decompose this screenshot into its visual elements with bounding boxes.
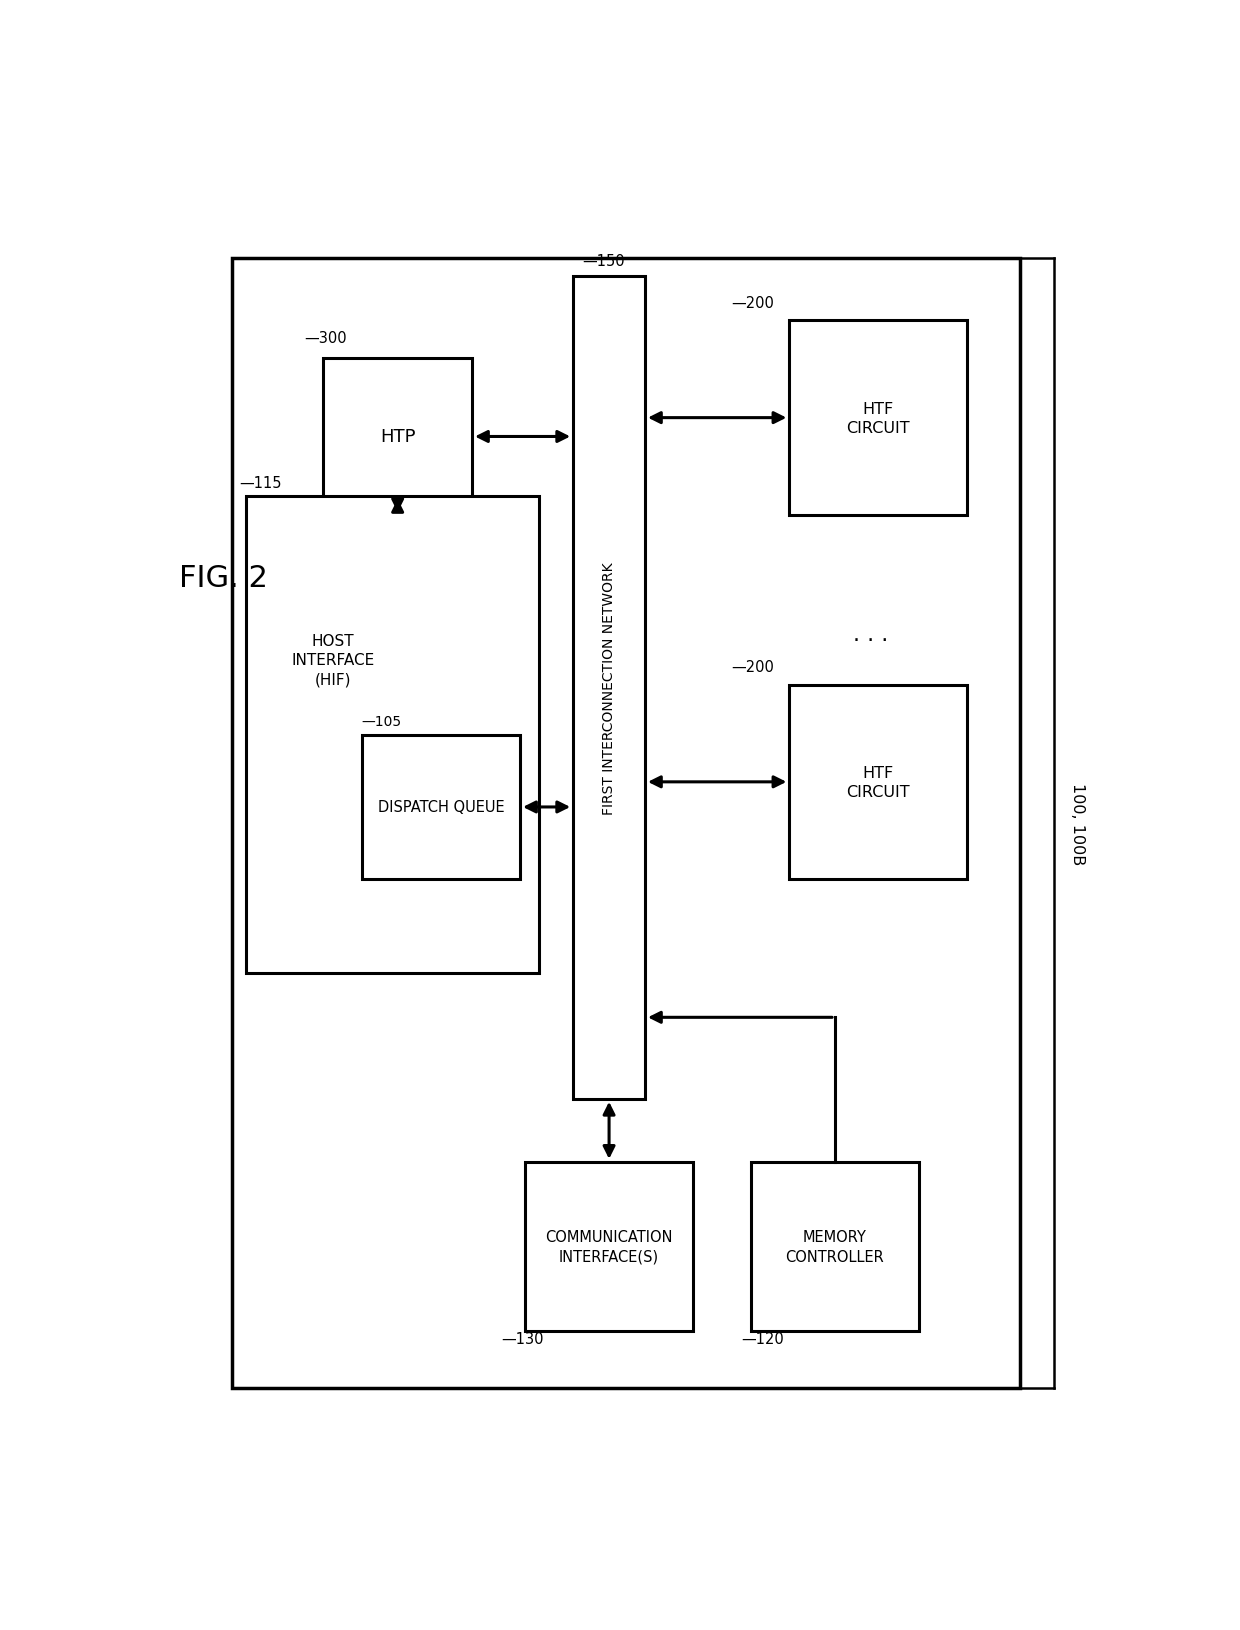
Text: —105: —105 (362, 716, 402, 729)
Text: —200: —200 (732, 297, 775, 311)
Text: —130: —130 (501, 1332, 543, 1346)
Text: 100, 100B: 100, 100B (1070, 782, 1085, 864)
Text: HTF
CIRCUIT: HTF CIRCUIT (847, 401, 910, 435)
Text: . . .: . . . (853, 624, 889, 645)
Bar (247, 497, 539, 973)
Bar (324, 359, 472, 515)
Text: FIG. 2: FIG. 2 (179, 564, 268, 593)
Bar (232, 259, 1019, 1389)
Bar (789, 685, 967, 880)
Text: —300: —300 (304, 331, 347, 346)
Bar (525, 1162, 693, 1332)
Text: HTP: HTP (379, 429, 415, 447)
Bar (362, 735, 521, 880)
Bar (751, 1162, 919, 1332)
Text: —115: —115 (239, 476, 281, 491)
Bar (789, 321, 967, 515)
Text: —200: —200 (732, 660, 775, 675)
Text: —150: —150 (583, 253, 625, 269)
Text: FIRST INTERCONNECTION NETWORK: FIRST INTERCONNECTION NETWORK (603, 562, 616, 815)
Text: HTF
CIRCUIT: HTF CIRCUIT (847, 764, 910, 799)
Text: MEMORY
CONTROLLER: MEMORY CONTROLLER (785, 1229, 884, 1263)
Text: COMMUNICATION
INTERFACE(S): COMMUNICATION INTERFACE(S) (546, 1229, 673, 1263)
Bar (573, 277, 645, 1099)
Text: HOST
INTERFACE
(HIF): HOST INTERFACE (HIF) (291, 634, 374, 686)
Text: —120: —120 (742, 1332, 784, 1346)
Text: DISPATCH QUEUE: DISPATCH QUEUE (378, 800, 505, 815)
